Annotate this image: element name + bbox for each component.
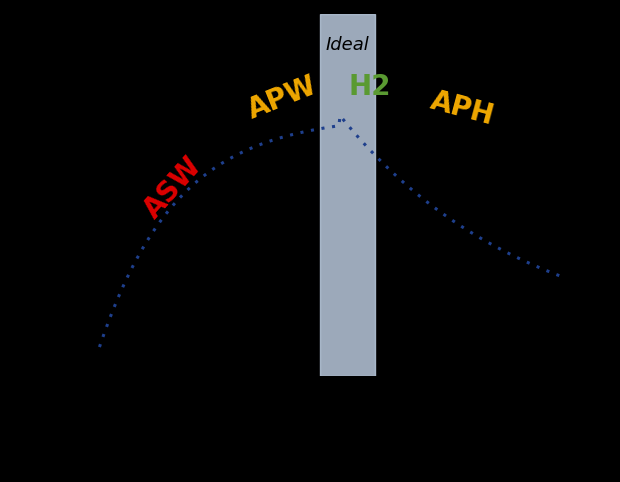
Text: H2: H2	[348, 73, 391, 101]
Text: N constrained: N constrained	[118, 36, 244, 54]
Bar	[321, 14, 375, 376]
Text: Ideal: Ideal	[326, 36, 370, 54]
Text: APW: APW	[244, 71, 321, 124]
Text: APH: APH	[427, 87, 497, 130]
Text: ASW: ASW	[138, 152, 208, 224]
Text: N surplus: N surplus	[450, 36, 534, 54]
